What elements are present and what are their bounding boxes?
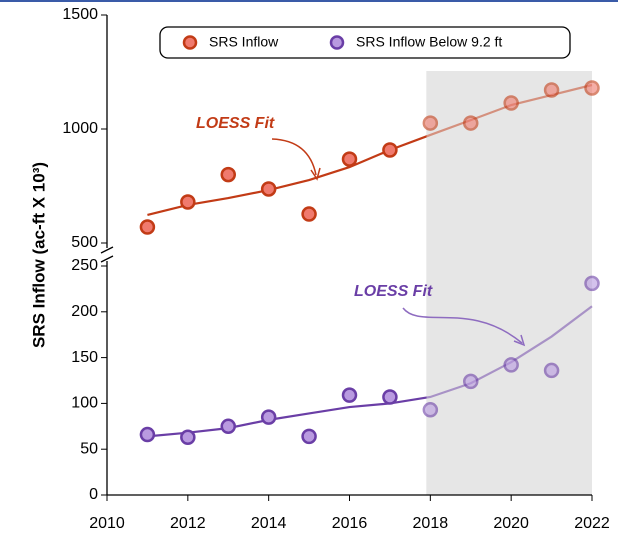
y-tick-label: 500 xyxy=(71,234,98,251)
y-tick-label: 1500 xyxy=(62,6,98,23)
data-point xyxy=(543,82,560,98)
top-border xyxy=(0,0,618,2)
data-point xyxy=(382,142,398,158)
data-point xyxy=(139,219,156,235)
data-point xyxy=(341,387,358,403)
annotation: LOESS Fit xyxy=(196,115,275,132)
y-axis-label: SRS Inflow (ac-ft X 10³) xyxy=(29,162,48,348)
y-tick-label: 0 xyxy=(89,486,98,503)
data-point xyxy=(543,362,560,379)
legend-box xyxy=(159,26,571,59)
data-point xyxy=(180,429,196,446)
x-tick-label: 2018 xyxy=(413,515,449,532)
data-point xyxy=(584,275,600,292)
data-point xyxy=(301,206,317,222)
annotation: LOESS Fit xyxy=(354,283,433,300)
data-point xyxy=(463,373,479,390)
x-tick-label: 2022 xyxy=(574,515,610,532)
data-point xyxy=(139,426,156,443)
data-point xyxy=(584,80,600,96)
x-tick-label: 2014 xyxy=(251,515,287,532)
arrow-head xyxy=(310,167,321,181)
data-point xyxy=(341,151,358,167)
axis-break xyxy=(100,246,114,263)
legend-marker xyxy=(329,35,345,50)
x-tick-label: 2012 xyxy=(170,515,206,532)
data-point xyxy=(503,357,519,373)
highlight-region xyxy=(426,71,592,495)
data-point xyxy=(382,389,398,405)
annotation-arrow xyxy=(402,307,523,344)
data-point xyxy=(220,166,236,183)
y-tick-label: 200 xyxy=(71,303,98,320)
data-point xyxy=(220,418,236,435)
x-tick-label: 2020 xyxy=(493,515,529,532)
data-point xyxy=(260,409,277,425)
arrow-head xyxy=(513,334,526,347)
legend-label: SRS Inflow Below 9.2 ft xyxy=(356,34,502,50)
legend-label: SRS Inflow xyxy=(209,34,279,50)
x-tick-label: 2016 xyxy=(332,515,368,532)
y-tick-label: 50 xyxy=(80,440,98,457)
y-tick-label: 150 xyxy=(71,349,98,366)
data-point xyxy=(301,428,317,445)
data-point xyxy=(260,181,277,197)
y-tick-label: 1000 xyxy=(62,120,98,137)
data-point xyxy=(180,194,196,210)
annotation-arrow xyxy=(271,138,317,176)
legend-marker xyxy=(182,35,198,50)
data-point xyxy=(503,95,519,111)
y-tick-label: 250 xyxy=(71,257,98,274)
data-point xyxy=(422,402,439,418)
data-point xyxy=(422,115,439,131)
x-tick-label: 2010 xyxy=(89,515,125,532)
data-point xyxy=(463,115,479,131)
y-tick-label: 100 xyxy=(71,395,98,412)
